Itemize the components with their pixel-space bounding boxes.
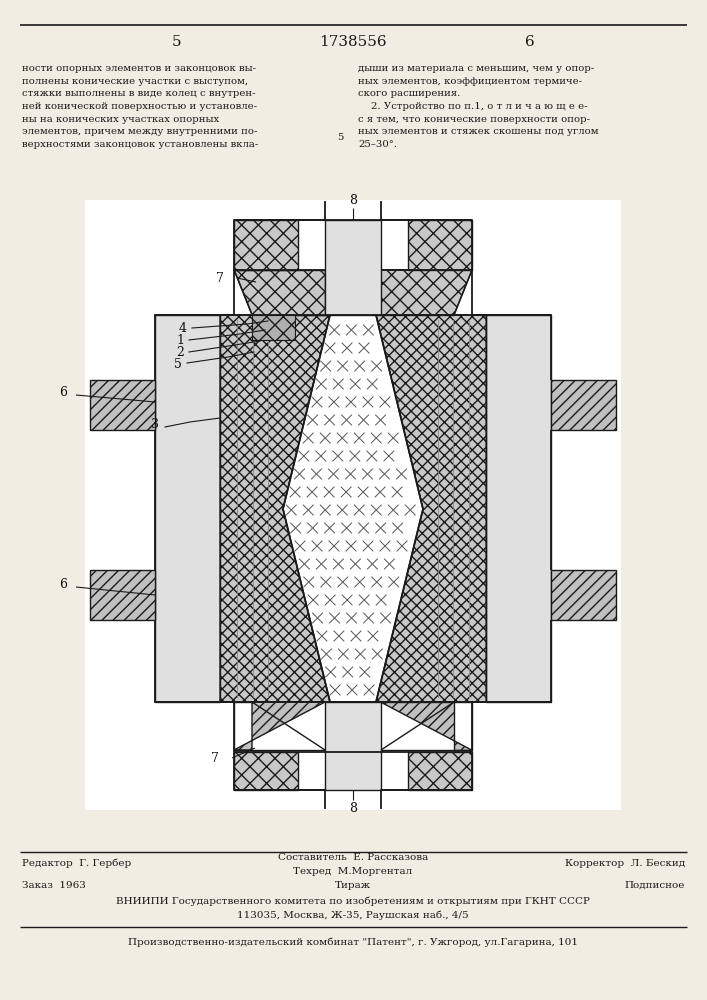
Text: 6: 6 — [59, 578, 67, 591]
Text: 5: 5 — [173, 35, 182, 49]
Polygon shape — [325, 220, 381, 315]
Text: ности опорных элементов и законцовок вы-
полнены конические участки с выступом,
: ности опорных элементов и законцовок вы-… — [22, 64, 258, 149]
Polygon shape — [381, 702, 472, 750]
Polygon shape — [325, 702, 381, 790]
Text: 113035, Москва, Ж-35, Раушская наб., 4/5: 113035, Москва, Ж-35, Раушская наб., 4/5 — [237, 910, 469, 920]
Text: 1738556: 1738556 — [319, 35, 387, 49]
Polygon shape — [234, 702, 325, 750]
Text: Техред  М.Моргентал: Техред М.Моргентал — [293, 866, 413, 876]
Text: 6: 6 — [525, 35, 535, 49]
Polygon shape — [234, 220, 298, 270]
Text: дыши из материала с меньшим, чем у опор-
ных элементов, коэффициентом термиче-
с: дыши из материала с меньшим, чем у опор-… — [358, 64, 599, 149]
Text: 2: 2 — [176, 346, 184, 359]
Text: 5: 5 — [337, 133, 343, 142]
Polygon shape — [551, 380, 616, 430]
Text: Составитель  Е. Рассказова: Составитель Е. Рассказова — [278, 854, 428, 862]
Text: Подписное: Подписное — [624, 880, 685, 890]
Polygon shape — [85, 200, 621, 810]
Text: Производственно-издательский комбинат "Патент", г. Ужгород, ул.Гагарина, 101: Производственно-издательский комбинат "П… — [128, 937, 578, 947]
Polygon shape — [486, 315, 551, 702]
Text: 3: 3 — [151, 418, 159, 432]
Text: ВНИИПИ Государственного комитета по изобретениям и открытиям при ГКНТ СССР: ВНИИПИ Государственного комитета по изоб… — [116, 896, 590, 906]
Polygon shape — [90, 380, 155, 430]
Text: 5: 5 — [174, 358, 182, 370]
Polygon shape — [155, 315, 220, 702]
Text: 8: 8 — [349, 194, 357, 207]
Text: 7: 7 — [211, 752, 219, 764]
Polygon shape — [408, 220, 472, 270]
Polygon shape — [234, 752, 298, 790]
Polygon shape — [90, 570, 155, 620]
Polygon shape — [381, 270, 472, 315]
Text: 8: 8 — [349, 802, 357, 814]
Polygon shape — [408, 752, 472, 790]
Polygon shape — [551, 570, 616, 620]
Text: 7: 7 — [216, 271, 224, 284]
Polygon shape — [234, 270, 325, 315]
Text: Заказ  1963: Заказ 1963 — [22, 880, 86, 890]
Text: Редактор  Г. Гербер: Редактор Г. Гербер — [22, 858, 132, 868]
Polygon shape — [283, 315, 423, 702]
Polygon shape — [376, 315, 486, 702]
Text: Корректор  Л. Бескид: Корректор Л. Бескид — [565, 858, 685, 867]
Text: Тираж: Тираж — [335, 880, 371, 890]
Text: 4: 4 — [179, 322, 187, 334]
Polygon shape — [252, 315, 295, 340]
Text: 1: 1 — [176, 334, 184, 347]
Text: 6: 6 — [59, 386, 67, 399]
Polygon shape — [220, 315, 330, 702]
